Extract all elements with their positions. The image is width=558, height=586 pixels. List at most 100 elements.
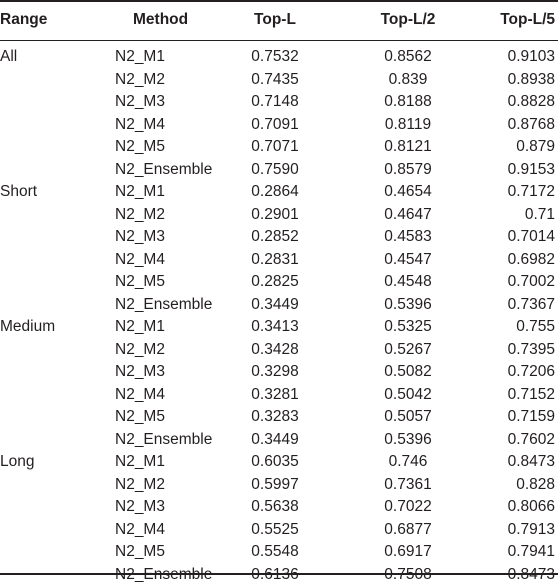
cell-method: N2_M5 [115,271,165,293]
cell-top-l5: 0.8938 [475,69,555,91]
cell-top-l: 0.7071 [235,136,315,158]
cell-top-l2: 0.8119 [363,114,453,136]
cell-top-l2: 0.4583 [363,226,453,248]
cell-method: N2_M2 [115,339,165,361]
table-row: N2_M4 0.7091 0.8119 0.8768 [0,114,558,137]
cell-top-l2: 0.5057 [363,406,453,428]
cell-method: N2_M4 [115,114,165,136]
cell-top-l2: 0.8121 [363,136,453,158]
cell-method: N2_M3 [115,226,165,248]
cell-top-l5: 0.8768 [475,114,555,136]
cell-top-l5: 0.7014 [475,226,555,248]
cell-top-l: 0.3449 [235,429,315,451]
cell-top-l2: 0.5396 [363,294,453,316]
cell-method: N2_M2 [115,69,165,91]
table-header: Range Method Top-L Top-L/2 Top-L/5 [0,0,558,40]
cell-top-l: 0.3413 [235,316,315,338]
table-row: N2_Ensemble 0.3449 0.5396 0.7602 [0,429,558,452]
cell-top-l5: 0.7002 [475,271,555,293]
cell-top-l2: 0.6917 [363,541,453,563]
header-range: Range [0,9,47,31]
cell-top-l2: 0.8188 [363,91,453,113]
cell-top-l2: 0.4654 [363,181,453,203]
cell-top-l: 0.5638 [235,496,315,518]
cell-top-l: 0.7590 [235,159,315,181]
cell-top-l: 0.7091 [235,114,315,136]
cell-method: N2_M3 [115,361,165,383]
cell-top-l2: 0.8579 [363,159,453,181]
table-row: N2_M3 0.7148 0.8188 0.8828 [0,91,558,114]
cell-top-l2: 0.8562 [363,46,453,68]
cell-top-l5: 0.9153 [475,159,555,181]
cell-top-l5: 0.9103 [475,46,555,68]
cell-top-l: 0.3449 [235,294,315,316]
cell-top-l: 0.5997 [235,474,315,496]
cell-top-l5: 0.7602 [475,429,555,451]
cell-top-l2: 0.4548 [363,271,453,293]
table-bottom-rule [0,573,558,575]
cell-method: N2_Ensemble [115,429,212,451]
table-row: N2_Ensemble 0.7590 0.8579 0.9153 [0,159,558,182]
cell-top-l5: 0.8828 [475,91,555,113]
cell-top-l2: 0.4547 [363,249,453,271]
cell-method: N2_Ensemble [115,294,212,316]
cell-top-l2: 0.5396 [363,429,453,451]
cell-method: N2_M4 [115,249,165,271]
header-method: Method [133,9,188,31]
cell-top-l5: 0.7206 [475,361,555,383]
cell-top-l: 0.7148 [235,91,315,113]
cell-top-l: 0.3283 [235,406,315,428]
cell-top-l5: 0.879 [475,136,555,158]
cell-top-l5: 0.7159 [475,406,555,428]
table-row: N2_Ensemble 0.3449 0.5396 0.7367 [0,294,558,317]
cell-top-l: 0.3281 [235,384,315,406]
header-top-l: Top-L [235,9,315,31]
cell-top-l2: 0.7361 [363,474,453,496]
cell-top-l5: 0.755 [475,316,555,338]
cell-top-l2: 0.5325 [363,316,453,338]
cell-top-l: 0.3428 [235,339,315,361]
cell-top-l: 0.2901 [235,204,315,226]
cell-top-l5: 0.7395 [475,339,555,361]
cell-top-l2: 0.5082 [363,361,453,383]
cell-range: Long [0,451,34,473]
cell-method: N2_M4 [115,519,165,541]
cell-top-l5: 0.828 [475,474,555,496]
cell-method: N2_M5 [115,406,165,428]
cell-method: N2_M5 [115,541,165,563]
cell-top-l5: 0.7152 [475,384,555,406]
cell-method: N2_Ensemble [115,159,212,181]
cell-method: N2_M1 [115,451,165,473]
table-row: N2_M3 0.2852 0.4583 0.7014 [0,226,558,249]
table-header-rule [0,40,558,41]
cell-range: Short [0,181,37,203]
cell-top-l: 0.2831 [235,249,315,271]
cell-top-l5: 0.71 [475,204,555,226]
cell-top-l: 0.3298 [235,361,315,383]
cell-top-l: 0.5525 [235,519,315,541]
cell-method: N2_M3 [115,91,165,113]
cell-top-l: 0.2852 [235,226,315,248]
cell-top-l5: 0.7941 [475,541,555,563]
table-row: Medium N2_M1 0.3413 0.5325 0.755 [0,316,558,339]
cell-top-l5: 0.8473 [475,451,555,473]
cell-method: N2_M2 [115,474,165,496]
cell-method: N2_M3 [115,496,165,518]
cell-method: N2_M1 [115,316,165,338]
cell-top-l5: 0.8066 [475,496,555,518]
cell-top-l: 0.2864 [235,181,315,203]
cell-range: Medium [0,316,55,338]
cell-method: N2_M2 [115,204,165,226]
cell-top-l2: 0.746 [363,451,453,473]
cell-top-l5: 0.7367 [475,294,555,316]
